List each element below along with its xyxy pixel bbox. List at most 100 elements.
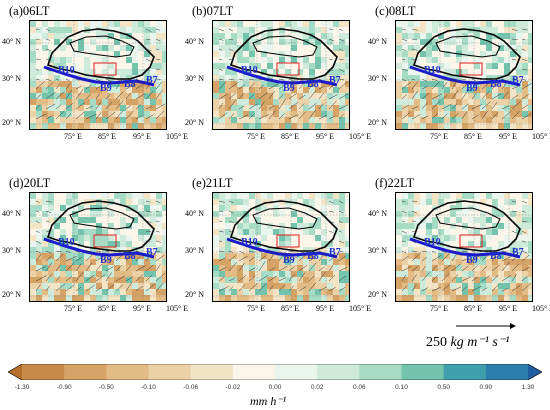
field-cell (255, 63, 261, 69)
field-cell (279, 277, 285, 283)
wind-vector (55, 83, 61, 90)
field-cell (315, 223, 321, 229)
field-cell (321, 229, 327, 235)
field-cell (504, 87, 510, 93)
field-cell (468, 223, 474, 229)
field-cell (396, 193, 402, 199)
wind-vector (115, 79, 123, 90)
field-cell (420, 223, 426, 229)
field-cell (444, 27, 450, 33)
field-cell (273, 105, 279, 111)
panel-title: (e)21LT (192, 176, 233, 190)
wind-vector (401, 240, 406, 243)
field-cell (60, 45, 66, 51)
wind-vector (401, 48, 407, 52)
wind-vector (75, 78, 80, 81)
field-cell (126, 223, 132, 229)
field-cell (156, 99, 162, 105)
field-cell (36, 289, 42, 295)
field-cell (156, 75, 162, 81)
field-cell (327, 265, 333, 271)
study-area-box (276, 234, 300, 248)
field-cell (144, 229, 150, 235)
wind-vector (521, 93, 530, 100)
field-cell (303, 241, 309, 247)
field-cell (438, 81, 444, 87)
field-cell (54, 289, 60, 295)
field-cell (267, 295, 273, 301)
field-cell (462, 277, 468, 283)
wind-vector (75, 85, 82, 90)
field-cell (528, 199, 532, 205)
field-cell (528, 33, 532, 39)
wind-vector (501, 256, 512, 262)
field-cell (120, 21, 126, 27)
field-cell (132, 93, 138, 99)
field-cell (72, 105, 78, 111)
field-cell (474, 21, 480, 27)
field-cell (522, 265, 528, 271)
wind-vector (248, 94, 254, 100)
wind-vector (268, 105, 275, 110)
field-cell (279, 123, 285, 129)
field-cell (249, 51, 255, 57)
wind-vector (471, 78, 477, 82)
wind-vector (55, 78, 60, 81)
field-cell (243, 111, 249, 117)
basin-label: B8 (307, 79, 319, 90)
field-cell (345, 81, 349, 87)
field-cell (54, 75, 60, 81)
field-cell (156, 69, 162, 75)
field-cell (339, 193, 345, 199)
field-cell (219, 271, 225, 277)
wind-vector (95, 82, 107, 90)
field-cell (408, 241, 414, 247)
field-cell (78, 265, 84, 271)
field-cell (309, 211, 315, 217)
wind-vector (218, 68, 223, 71)
lon-tick-label: 85° E (97, 304, 117, 313)
wind-vector (491, 112, 499, 120)
field-cell (120, 33, 126, 39)
field-cell (279, 39, 285, 45)
wind-vector (268, 252, 275, 262)
field-cell (432, 217, 438, 223)
field-cell (90, 45, 96, 51)
field-cell (315, 253, 321, 259)
field-cell (480, 217, 486, 223)
field-cell (426, 259, 432, 265)
field-cell (78, 21, 84, 27)
field-cell (243, 105, 249, 111)
field-cell (426, 21, 432, 27)
field-cell (456, 99, 462, 105)
field-cell (432, 51, 438, 57)
field-cell (297, 75, 303, 81)
field-cell (432, 247, 438, 253)
field-cell (450, 223, 456, 229)
field-cell (321, 235, 327, 241)
field-cell (492, 69, 498, 75)
wind-vector (85, 78, 90, 81)
field-cell (315, 21, 321, 27)
field-cell (108, 289, 114, 295)
field-cell (510, 99, 516, 105)
field-cell (468, 259, 474, 265)
field-cell (84, 259, 90, 265)
wind-vector (298, 78, 304, 82)
wind-vector (318, 115, 327, 120)
field-cell (267, 247, 273, 253)
field-cell (237, 117, 243, 123)
field-cell (138, 105, 144, 111)
field-cell (138, 193, 144, 199)
wind-vector (401, 112, 411, 120)
field-cell (309, 51, 315, 57)
wind-vector (298, 94, 306, 100)
field-cell (150, 205, 156, 211)
field-cell (255, 33, 261, 39)
field-cell (114, 235, 120, 241)
wind-vector (278, 284, 286, 292)
field-cell (237, 75, 243, 81)
field-cell (78, 105, 84, 111)
field-cell (138, 223, 144, 229)
wind-vector (401, 285, 408, 292)
